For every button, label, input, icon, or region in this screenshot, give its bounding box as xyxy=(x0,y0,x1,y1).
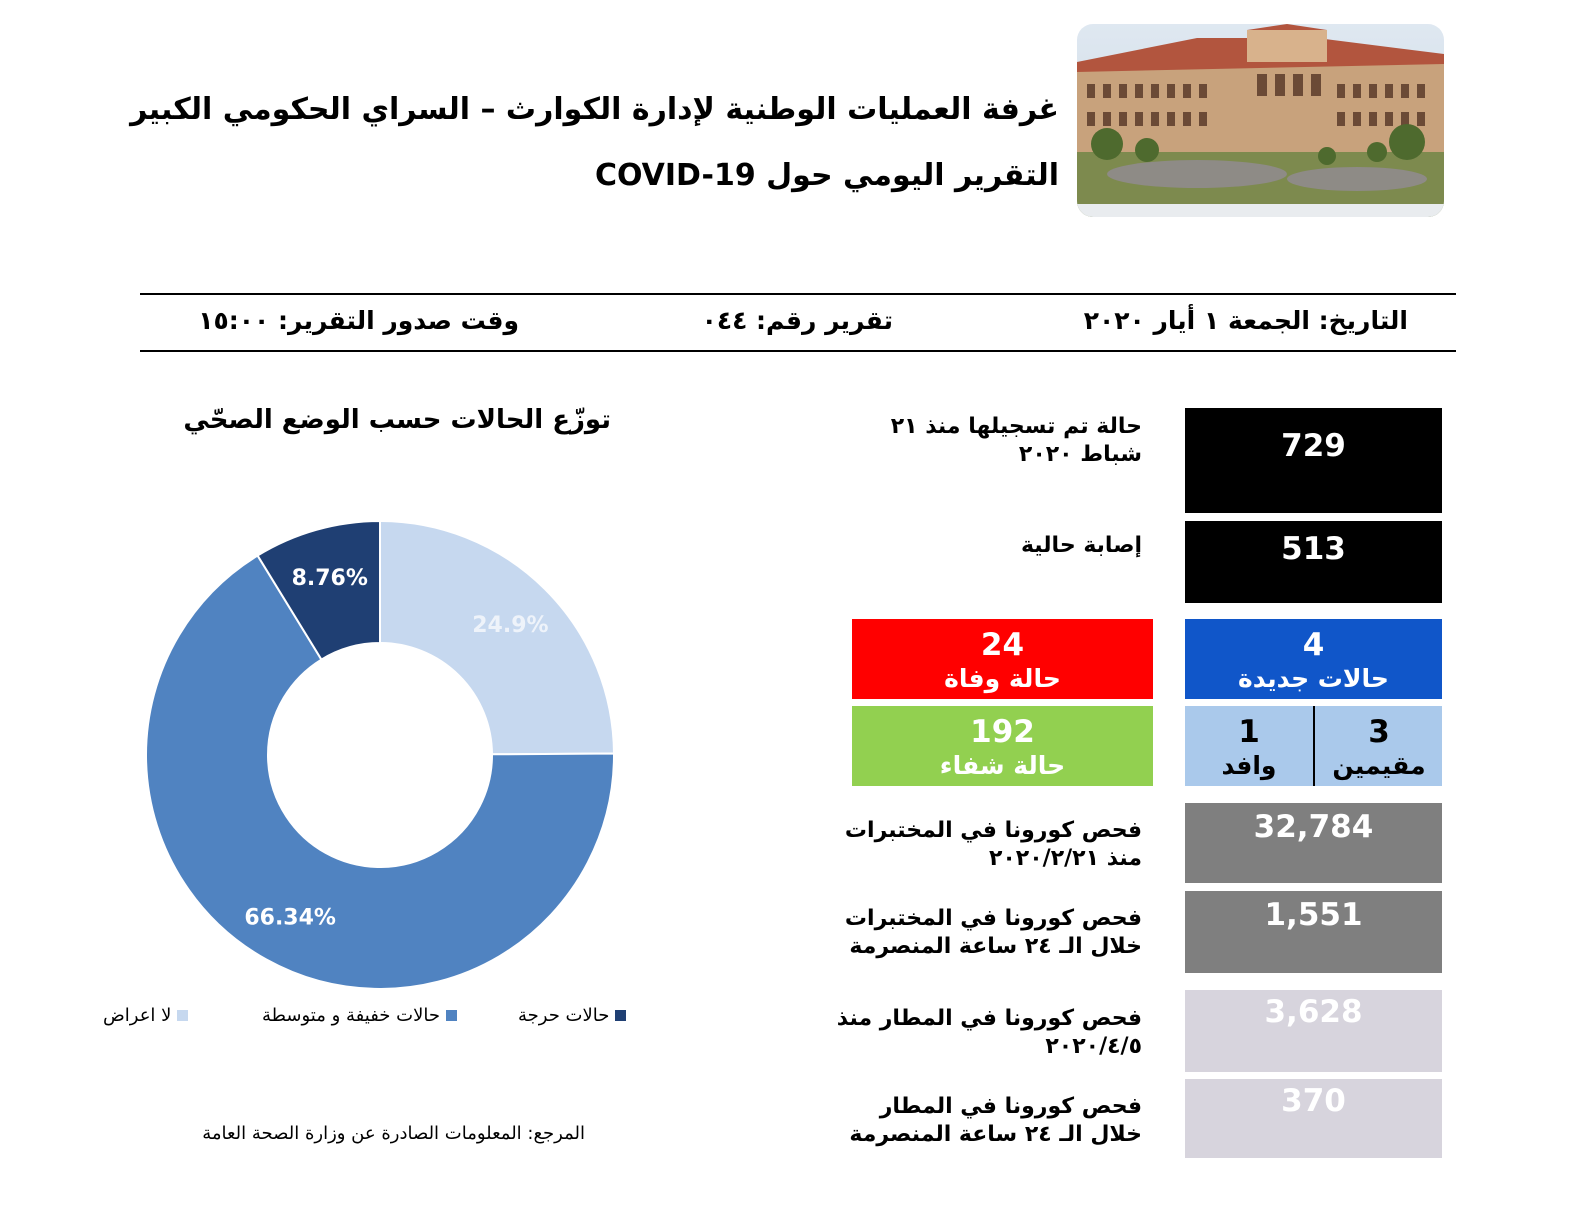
airport-tests-total-label-line1: فحص كورونا في المطار منذ xyxy=(836,1006,1142,1031)
report-date: التاريخ: الجمعة ١ أيار ٢٠٢٠ xyxy=(1083,306,1408,335)
slice-asymptomatic xyxy=(379,519,616,756)
slice-mild xyxy=(145,554,615,990)
total-cases-box: 729 xyxy=(1185,408,1442,513)
report-number: تقرير رقم: ٠٤٤ xyxy=(701,306,893,335)
donut-chart: 24.9% 66.34% 8.76% xyxy=(145,519,616,990)
deaths-label: حالة وفاة xyxy=(944,664,1061,693)
airport-tests-24h-label: فحص كورونا في المطار خلال الـ ٢٤ ساعة ال… xyxy=(849,1093,1142,1149)
residents-cell: 3 مقيمين xyxy=(1315,706,1443,786)
government-palace-photo xyxy=(1077,24,1444,217)
residents-label: مقيمين xyxy=(1332,751,1426,780)
deaths-box: 24 حالة وفاة xyxy=(852,619,1153,699)
total-cases-value: 729 xyxy=(1281,428,1346,464)
legend-label-critical: حالات حرجة xyxy=(518,1005,610,1026)
lab-tests-total-value: 32,784 xyxy=(1253,809,1374,845)
source-note: المرجع: المعلومات الصادرة عن وزارة الصحة… xyxy=(202,1123,585,1144)
current-cases-value: 513 xyxy=(1281,531,1346,567)
arrivals-value: 1 xyxy=(1238,714,1260,750)
lab-tests-24h-value: 1,551 xyxy=(1264,897,1363,933)
legend-item-asymptomatic: لا اعراض xyxy=(103,1005,189,1026)
airport-tests-24h-value: 370 xyxy=(1281,1083,1346,1119)
report-issue-time: وقت صدور التقرير: ١٥:٠٠ xyxy=(198,306,519,335)
airport-tests-total-label: فحص كورونا في المطار منذ ٢٠٢٠/٤/٥ xyxy=(837,1005,1142,1061)
slice-asymptomatic-label: 24.9% xyxy=(472,613,548,638)
legend-item-mild: حالات خفيفة و متوسطة xyxy=(262,1005,457,1026)
lab-tests-24h-box: 1,551 xyxy=(1185,891,1442,973)
breakdown-separator xyxy=(1313,706,1315,786)
new-cases-box: 4 حالات جديدة xyxy=(1185,619,1442,699)
new-cases-label: حالات جديدة xyxy=(1238,664,1389,693)
legend-item-critical: حالات حرجة xyxy=(518,1005,627,1026)
deaths-value: 24 xyxy=(980,627,1025,663)
lab-tests-total-label-line1: فحص كورونا في المختبرات xyxy=(844,818,1142,843)
header-title-line2: التقرير اليومي حول COVID-19 xyxy=(594,158,1059,193)
airport-tests-24h-label-line1: فحص كورونا في المطار xyxy=(879,1094,1142,1119)
legend-swatch-critical xyxy=(615,1010,627,1021)
legend-swatch-asymptomatic xyxy=(177,1010,189,1021)
airport-tests-24h-box: 370 xyxy=(1185,1079,1442,1158)
current-cases-box: 513 xyxy=(1185,521,1442,603)
chart-title: توزّع الحالات حسب الوضع الصحّي xyxy=(183,405,611,435)
lab-tests-total-label-line2: منذ ٢٠٢٠/٢/٢١ xyxy=(988,846,1142,871)
total-cases-label-line1: حالة تم تسجيلها منذ ٢١ xyxy=(890,414,1142,439)
legend-label-mild: حالات خفيفة و متوسطة xyxy=(262,1005,440,1026)
arrivals-label: وافد xyxy=(1221,751,1277,780)
arrivals-cell: 1 وافد xyxy=(1185,706,1313,786)
header-title-line1: غرفة العمليات الوطنية لإدارة الكوارث – ا… xyxy=(130,92,1059,127)
total-cases-label-line2: شباط ٢٠٢٠ xyxy=(1018,442,1142,467)
airport-tests-total-value: 3,628 xyxy=(1264,994,1363,1030)
slice-mild-label: 66.34% xyxy=(244,906,336,931)
airport-tests-24h-label-line2: خلال الـ ٢٤ ساعة المنصرمة xyxy=(849,1122,1142,1147)
airport-tests-total-box: 3,628 xyxy=(1185,990,1442,1072)
new-cases-value: 4 xyxy=(1302,627,1325,663)
recovered-label: حالة شفاء xyxy=(939,751,1066,780)
legend-label-asymptomatic: لا اعراض xyxy=(103,1005,172,1026)
lab-tests-total-label: فحص كورونا في المختبرات منذ ٢٠٢٠/٢/٢١ xyxy=(845,817,1142,873)
lab-tests-24h-label: فحص كورونا في المختبرات خلال الـ ٢٤ ساعة… xyxy=(845,905,1142,961)
lab-tests-24h-label-line1: فحص كورونا في المختبرات xyxy=(844,906,1142,931)
legend-swatch-mild xyxy=(445,1010,457,1021)
recovered-box: 192 حالة شفاء xyxy=(852,706,1153,786)
new-cases-breakdown-box: 1 وافد 3 مقيمين xyxy=(1185,706,1442,786)
total-cases-label: حالة تم تسجيلها منذ ٢١ شباط ٢٠٢٠ xyxy=(891,413,1142,469)
recovered-value: 192 xyxy=(970,714,1035,750)
top-divider xyxy=(140,293,1456,295)
airport-tests-total-label-line2: ٢٠٢٠/٤/٥ xyxy=(1045,1034,1142,1059)
residents-value: 3 xyxy=(1368,714,1390,750)
lab-tests-total-box: 32,784 xyxy=(1185,803,1442,883)
current-cases-label: إصابة حالية xyxy=(1020,533,1142,558)
slice-critical xyxy=(256,519,381,661)
slice-critical-label: 8.76% xyxy=(292,566,368,591)
bottom-divider xyxy=(140,350,1456,352)
lab-tests-24h-label-line2: خلال الـ ٢٤ ساعة المنصرمة xyxy=(849,934,1142,959)
